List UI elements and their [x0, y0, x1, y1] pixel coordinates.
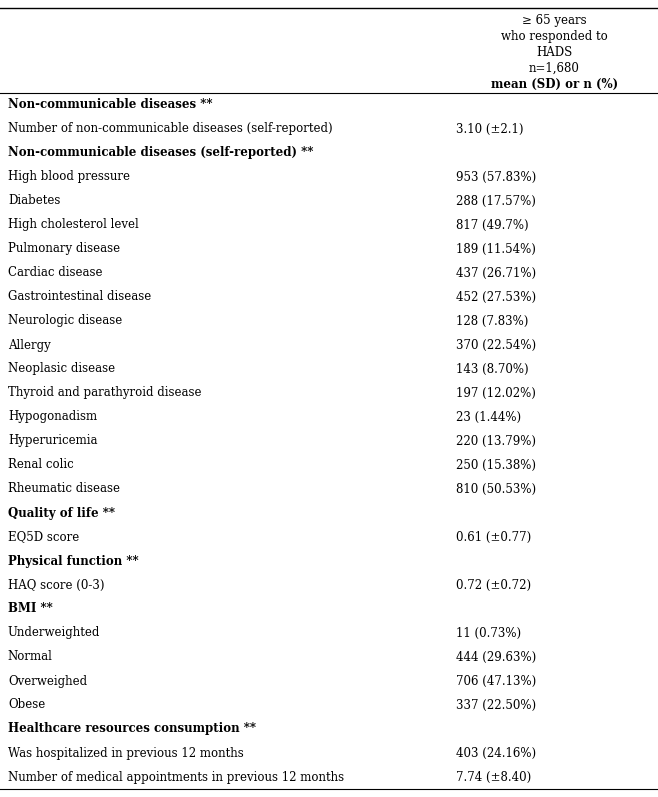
Text: 143 (8.70%): 143 (8.70%): [456, 363, 528, 375]
Text: High cholesterol level: High cholesterol level: [8, 218, 139, 231]
Text: 189 (11.54%): 189 (11.54%): [456, 242, 536, 256]
Text: 23 (1.44%): 23 (1.44%): [456, 410, 521, 423]
Text: Pulmonary disease: Pulmonary disease: [8, 242, 120, 256]
Text: 197 (12.02%): 197 (12.02%): [456, 387, 536, 399]
Text: 452 (27.53%): 452 (27.53%): [456, 290, 536, 304]
Text: BMI **: BMI **: [8, 603, 53, 615]
Text: Overweighed: Overweighed: [8, 674, 87, 688]
Text: Hyperuricemia: Hyperuricemia: [8, 434, 97, 447]
Text: Diabetes: Diabetes: [8, 194, 61, 207]
Text: Underweighted: Underweighted: [8, 626, 100, 639]
Text: HAQ score (0-3): HAQ score (0-3): [8, 579, 105, 591]
Text: 7.74 (±8.40): 7.74 (±8.40): [456, 771, 531, 783]
Text: 403 (24.16%): 403 (24.16%): [456, 747, 536, 760]
Text: Renal colic: Renal colic: [8, 458, 74, 472]
Text: 220 (13.79%): 220 (13.79%): [456, 434, 536, 447]
Text: 810 (50.53%): 810 (50.53%): [456, 482, 536, 496]
Text: Neurologic disease: Neurologic disease: [8, 315, 122, 328]
Text: Non-communicable diseases (self-reported) **: Non-communicable diseases (self-reported…: [8, 147, 313, 159]
Text: n=1,680: n=1,680: [529, 61, 580, 75]
Text: mean (SD) or n (%): mean (SD) or n (%): [491, 77, 618, 91]
Text: Healthcare resources consumption **: Healthcare resources consumption **: [8, 723, 256, 736]
Text: EQ5D score: EQ5D score: [8, 531, 79, 544]
Text: Thyroid and parathyroid disease: Thyroid and parathyroid disease: [8, 387, 201, 399]
Text: 437 (26.71%): 437 (26.71%): [456, 266, 536, 280]
Text: Number of medical appointments in previous 12 months: Number of medical appointments in previo…: [8, 771, 344, 783]
Text: Quality of life **: Quality of life **: [8, 507, 115, 520]
Text: 250 (15.38%): 250 (15.38%): [456, 458, 536, 472]
Text: ≥ 65 years: ≥ 65 years: [522, 14, 587, 26]
Text: HADS: HADS: [536, 45, 572, 59]
Text: 3.10 (±2.1): 3.10 (±2.1): [456, 123, 523, 135]
Text: 706 (47.13%): 706 (47.13%): [456, 674, 536, 688]
Text: Physical function **: Physical function **: [8, 555, 139, 567]
Text: 370 (22.54%): 370 (22.54%): [456, 339, 536, 351]
Text: Number of non-communicable diseases (self-reported): Number of non-communicable diseases (sel…: [8, 123, 332, 135]
Text: who responded to: who responded to: [501, 29, 608, 42]
Text: Rheumatic disease: Rheumatic disease: [8, 482, 120, 496]
Text: 0.61 (±0.77): 0.61 (±0.77): [456, 531, 531, 544]
Text: 0.72 (±0.72): 0.72 (±0.72): [456, 579, 531, 591]
Text: 953 (57.83%): 953 (57.83%): [456, 171, 536, 183]
Text: 817 (49.7%): 817 (49.7%): [456, 218, 528, 231]
Text: Hypogonadism: Hypogonadism: [8, 410, 97, 423]
Text: 128 (7.83%): 128 (7.83%): [456, 315, 528, 328]
Text: Allergy: Allergy: [8, 339, 51, 351]
Text: 288 (17.57%): 288 (17.57%): [456, 194, 536, 207]
Text: High blood pressure: High blood pressure: [8, 171, 130, 183]
Text: 337 (22.50%): 337 (22.50%): [456, 698, 536, 712]
Text: Obese: Obese: [8, 698, 45, 712]
Text: 444 (29.63%): 444 (29.63%): [456, 650, 536, 663]
Text: Non-communicable diseases **: Non-communicable diseases **: [8, 99, 213, 112]
Text: Normal: Normal: [8, 650, 53, 663]
Text: Gastrointestinal disease: Gastrointestinal disease: [8, 290, 151, 304]
Text: 11 (0.73%): 11 (0.73%): [456, 626, 521, 639]
Text: Was hospitalized in previous 12 months: Was hospitalized in previous 12 months: [8, 747, 243, 760]
Text: Neoplasic disease: Neoplasic disease: [8, 363, 115, 375]
Text: Cardiac disease: Cardiac disease: [8, 266, 103, 280]
